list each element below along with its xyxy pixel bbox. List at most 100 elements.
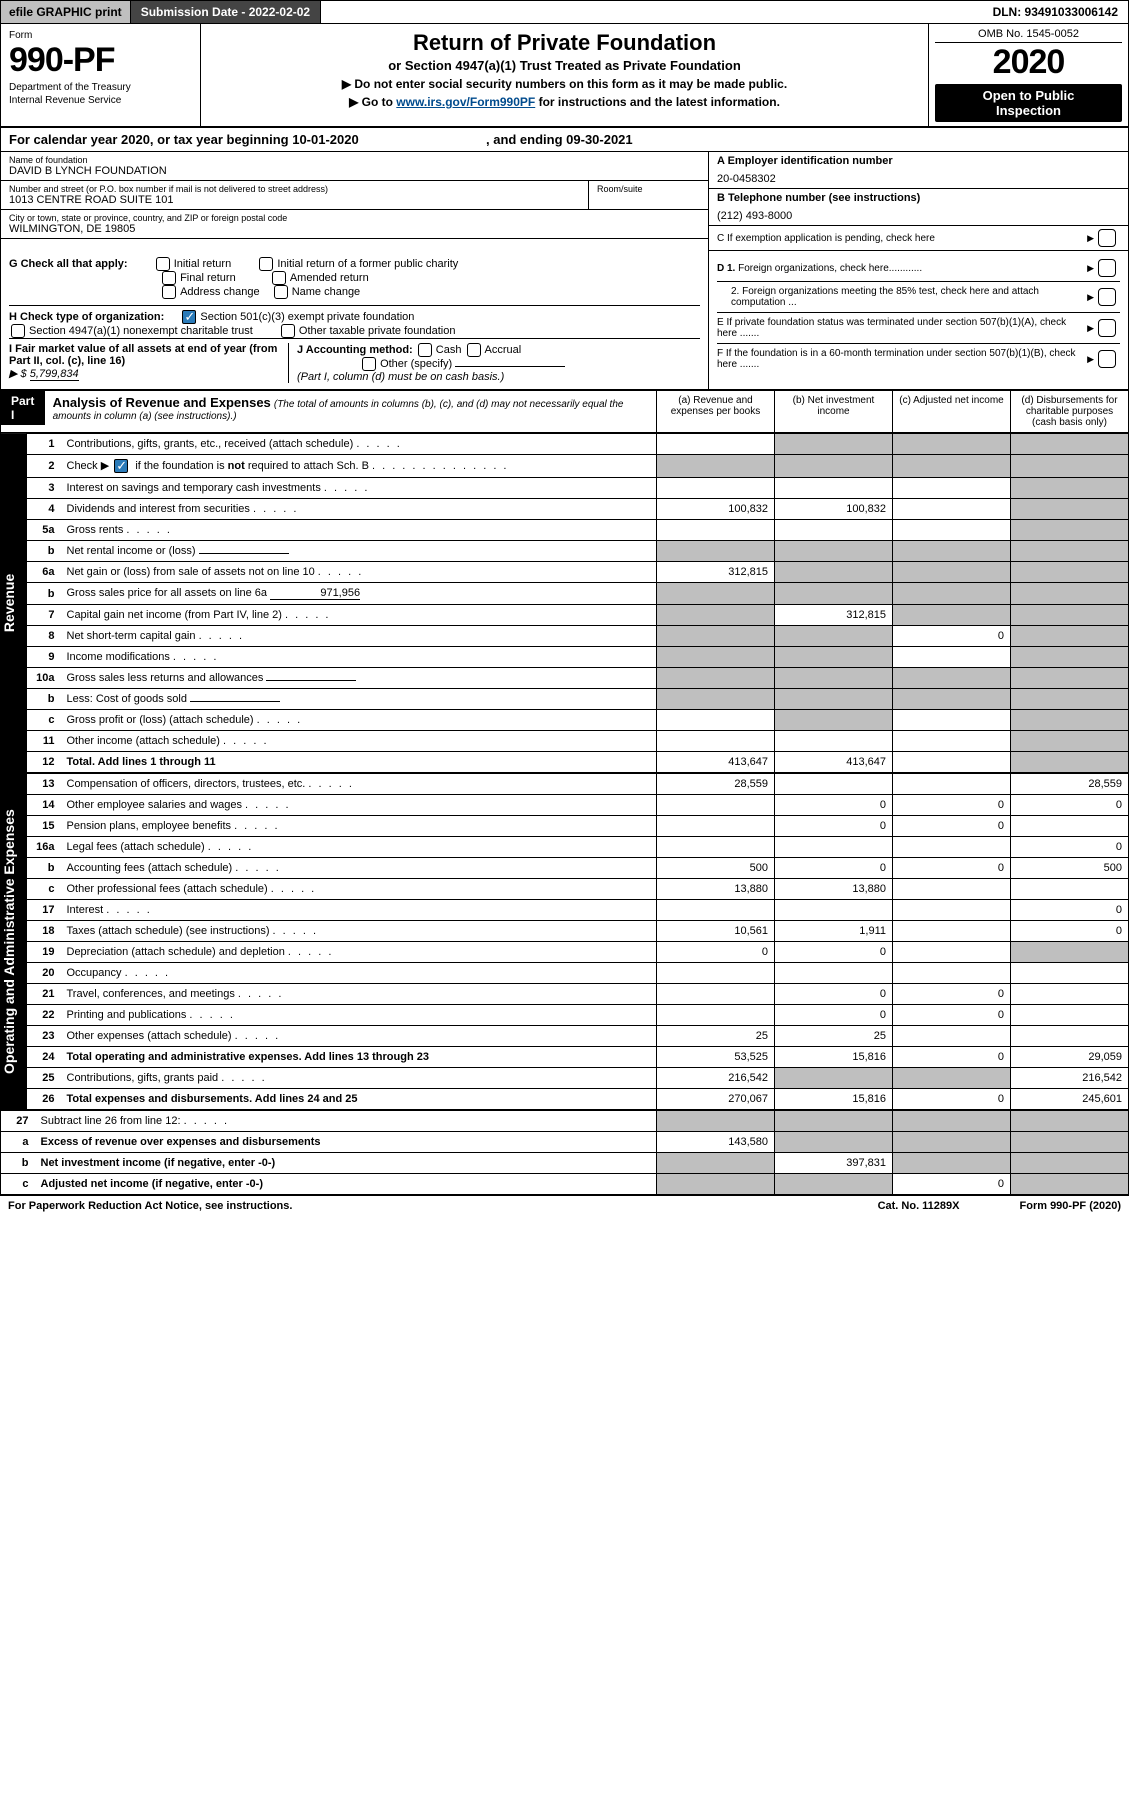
table-row: 13Compensation of officers, directors, t… — [27, 774, 1129, 795]
table-row: 24Total operating and administrative exp… — [27, 1047, 1129, 1068]
h-501c3-checkbox[interactable] — [182, 310, 196, 324]
table-row: 2Check ▶ if the foundation is not requir… — [27, 455, 1129, 478]
opexp-table: 13Compensation of officers, directors, t… — [26, 773, 1129, 1110]
h-4947-checkbox[interactable] — [11, 324, 25, 338]
g-label: G Check all that apply: — [9, 258, 128, 270]
city-value: WILMINGTON, DE 19805 — [9, 223, 700, 235]
tel-label: B Telephone number (see instructions) — [717, 192, 1120, 204]
col-b-header: (b) Net investment income — [774, 391, 892, 432]
address-value: 1013 CENTRE ROAD SUITE 101 — [9, 194, 580, 206]
identity-block: Name of foundation DAVID B LYNCH FOUNDAT… — [0, 152, 1129, 251]
j-accrual-checkbox[interactable] — [467, 343, 481, 357]
revenue-table: 1Contributions, gifts, grants, etc., rec… — [26, 433, 1129, 773]
table-row: bAccounting fees (attach schedule) . . .… — [27, 858, 1129, 879]
f-label: F If the foundation is in a 60-month ter… — [717, 348, 1087, 370]
form-number: 990-PF — [9, 41, 192, 80]
f-checkbox[interactable] — [1098, 350, 1116, 368]
j-other-checkbox[interactable] — [362, 357, 376, 371]
efile-label[interactable]: efile GRAPHIC print — [1, 1, 131, 23]
table-row: 1Contributions, gifts, grants, etc., rec… — [27, 434, 1129, 455]
e-label: E If private foundation status was termi… — [717, 317, 1087, 339]
instructions-link[interactable]: www.irs.gov/Form990PF — [396, 95, 535, 109]
j-label: J Accounting method: — [297, 344, 413, 356]
footer-cat: Cat. No. 11289X — [878, 1200, 960, 1212]
d1-checkbox[interactable] — [1098, 259, 1116, 277]
g-initial-return-checkbox[interactable] — [156, 257, 170, 271]
arrow-icon — [1087, 292, 1096, 303]
table-row: aExcess of revenue over expenses and dis… — [1, 1132, 1129, 1153]
table-row: 14Other employee salaries and wages . . … — [27, 795, 1129, 816]
table-row: 22Printing and publications . . . . .00 — [27, 1005, 1129, 1026]
table-row: 27Subtract line 26 from line 12: . . . .… — [1, 1111, 1129, 1132]
footer-form: Form 990-PF (2020) — [1020, 1200, 1122, 1212]
c-checkbox[interactable] — [1098, 229, 1116, 247]
title: Return of Private Foundation — [211, 30, 918, 56]
table-row: 11Other income (attach schedule) . . . .… — [27, 731, 1129, 752]
arrow-icon — [1087, 233, 1096, 244]
tel-value: (212) 493-8000 — [717, 210, 1120, 222]
arrow-icon — [1087, 263, 1096, 274]
table-row: 15Pension plans, employee benefits . . .… — [27, 816, 1129, 837]
col-a-header: (a) Revenue and expenses per books — [656, 391, 774, 432]
table-row: 6aNet gain or (loss) from sale of assets… — [27, 562, 1129, 583]
dept-2: Internal Revenue Service — [9, 95, 192, 106]
net-table: 27Subtract line 26 from line 12: . . . .… — [0, 1110, 1129, 1195]
calendar-year-row: For calendar year 2020, or tax year begi… — [0, 128, 1129, 152]
g-amended-checkbox[interactable] — [272, 271, 286, 285]
opexp-vlabel: Operating and Administrative Expenses — [0, 773, 26, 1110]
table-row: 25Contributions, gifts, grants paid . . … — [27, 1068, 1129, 1089]
j-cash-checkbox[interactable] — [418, 343, 432, 357]
address-label: Number and street (or P.O. box number if… — [9, 184, 580, 194]
page-footer: For Paperwork Reduction Act Notice, see … — [0, 1195, 1129, 1216]
table-row: bGross sales price for all assets on lin… — [27, 583, 1129, 605]
g-final-return-checkbox[interactable] — [162, 271, 176, 285]
j-note: (Part I, column (d) must be on cash basi… — [297, 371, 504, 383]
table-row: 19Depreciation (attach schedule) and dep… — [27, 942, 1129, 963]
table-row: 21Travel, conferences, and meetings . . … — [27, 984, 1129, 1005]
table-row: 7Capital gain net income (from Part IV, … — [27, 605, 1129, 626]
table-row: 8Net short-term capital gain . . . . .0 — [27, 626, 1129, 647]
g-address-change-checkbox[interactable] — [162, 285, 176, 299]
tax-year: 2020 — [935, 43, 1122, 82]
table-row: cOther professional fees (attach schedul… — [27, 879, 1129, 900]
table-row: bLess: Cost of goods sold — [27, 689, 1129, 710]
subtitle-1: or Section 4947(a)(1) Trust Treated as P… — [211, 58, 918, 73]
ein-label: A Employer identification number — [717, 155, 1120, 167]
h-other-taxable-checkbox[interactable] — [281, 324, 295, 338]
table-row: cAdjusted net income (if negative, enter… — [1, 1174, 1129, 1195]
revenue-vlabel: Revenue — [0, 433, 26, 773]
part1-label: Part I — [1, 391, 45, 425]
arrow-icon — [1087, 323, 1096, 334]
arrow-icon — [1087, 354, 1096, 365]
opexp-section: Operating and Administrative Expenses 13… — [0, 773, 1129, 1110]
table-row: 3Interest on savings and temporary cash … — [27, 478, 1129, 499]
table-row: 12Total. Add lines 1 through 11413,64741… — [27, 752, 1129, 773]
table-row: 16aLegal fees (attach schedule) . . . . … — [27, 837, 1129, 858]
name-label: Name of foundation — [9, 155, 700, 165]
table-row: bNet rental income or (loss) — [27, 541, 1129, 562]
g-former-charity-checkbox[interactable] — [259, 257, 273, 271]
table-row: 26Total expenses and disbursements. Add … — [27, 1089, 1129, 1110]
e-checkbox[interactable] — [1098, 319, 1116, 337]
check-blocks: G Check all that apply: Initial return I… — [0, 251, 1129, 390]
subtitle-2: ▶ Do not enter social security numbers o… — [211, 77, 918, 91]
form-label: Form — [9, 30, 192, 41]
h-label: H Check type of organization: — [9, 311, 164, 323]
part1-title: Analysis of Revenue and Expenses — [53, 395, 271, 410]
i-label: I Fair market value of all assets at end… — [9, 343, 277, 367]
g-name-change-checkbox[interactable] — [274, 285, 288, 299]
city-label: City or town, state or province, country… — [9, 213, 700, 223]
d2-checkbox[interactable] — [1098, 288, 1116, 306]
foundation-name: DAVID B LYNCH FOUNDATION — [9, 165, 700, 177]
footer-left: For Paperwork Reduction Act Notice, see … — [8, 1200, 292, 1212]
col-d-header: (d) Disbursements for charitable purpose… — [1010, 391, 1128, 432]
table-row: 18Taxes (attach schedule) (see instructi… — [27, 921, 1129, 942]
table-row: cGross profit or (loss) (attach schedule… — [27, 710, 1129, 731]
table-row: bNet investment income (if negative, ent… — [1, 1153, 1129, 1174]
table-row: 5aGross rents . . . . . — [27, 520, 1129, 541]
table-row: 9Income modifications . . . . . — [27, 647, 1129, 668]
omb-number: OMB No. 1545-0052 — [935, 28, 1122, 43]
table-row: 17Interest . . . . .0 — [27, 900, 1129, 921]
top-bar: efile GRAPHIC print Submission Date - 20… — [0, 0, 1129, 24]
part1-header: Part I Analysis of Revenue and Expenses … — [0, 390, 1129, 433]
